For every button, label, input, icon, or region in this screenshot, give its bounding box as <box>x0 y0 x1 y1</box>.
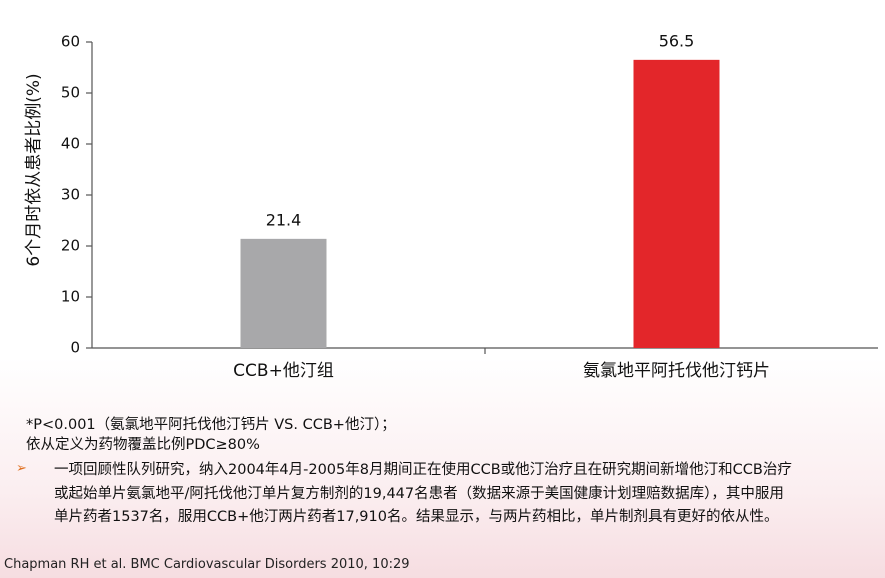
note: 依从定义为药物覆盖比例PDC≥80% <box>26 437 260 453</box>
paragraph-line: 或起始单片氨氯地平/阿托伐他汀单片复方制剂的19,447名患者（数据来源于美国健… <box>54 486 784 502</box>
data-label: 56.5 <box>659 31 695 50</box>
chart: 6个月时依从患者比例(%) 0 10 20 30 40 50 60 CCB+他汀组 21.4 氨氯… <box>24 31 878 381</box>
paragraph-line: 单片药者1537名，服用CCB+他汀两片药者17,910名。结果显示，与两片药相… <box>54 509 779 525</box>
note: *P<0.001（氨氯地平阿托伐他汀钙片 VS. CCB+他汀）； <box>26 417 396 433</box>
citation: Chapman RH et al. BMC Cardiovascular Dis… <box>4 557 410 572</box>
x-tick-label: CCB+他汀组 <box>233 361 334 381</box>
paragraph-line: 一项回顾性队列研究，纳入2004年4月-2005年8月期间正在使用CCB或他汀治… <box>54 462 792 478</box>
bar <box>633 59 720 348</box>
x-tick-label: 氨氯地平阿托伐他汀钙片 <box>583 361 770 381</box>
y-tick-label: 0 <box>70 339 80 357</box>
data-label: 21.4 <box>266 210 302 229</box>
y-tick-label: 40 <box>61 135 80 153</box>
y-tick-label: 50 <box>61 84 80 102</box>
bullet-icon: ➢ <box>16 461 27 476</box>
y-tick-label: 60 <box>61 33 80 51</box>
y-tick-label: 20 <box>61 237 80 255</box>
y-tick-label: 30 <box>61 186 80 204</box>
y-tick-label: 10 <box>61 288 80 306</box>
y-axis-label: 6个月时依从患者比例(%) <box>24 73 44 266</box>
bar <box>240 238 327 348</box>
